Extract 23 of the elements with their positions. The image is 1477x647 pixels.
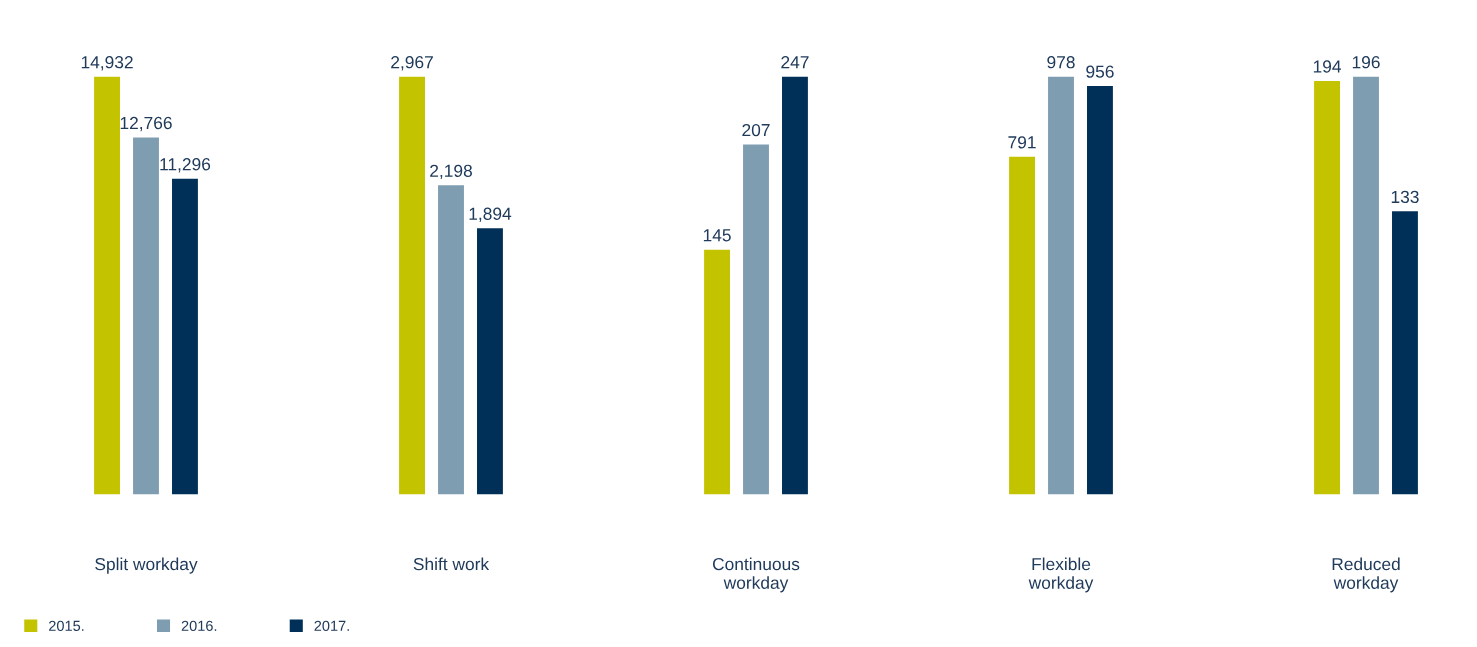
data-label: 956 (1086, 65, 1114, 78)
x-tick-label: Split workday (95, 557, 198, 574)
data-label: 12,766 (120, 116, 172, 132)
data-label: 791 (1008, 136, 1036, 149)
legend-label: 2017. (314, 620, 349, 631)
data-label: 978 (1047, 56, 1075, 69)
data-label: 194 (1313, 60, 1342, 73)
legend-label: 2015. (49, 620, 84, 631)
x-tick-label: Continuous workday (712, 557, 800, 593)
data-label: 207 (742, 123, 770, 137)
data-label: 2,198 (430, 164, 472, 180)
x-tick-label: Reduced workday (1332, 557, 1400, 593)
data-label: 11,296 (160, 158, 211, 173)
x-tick-label: Flexible workday (1028, 557, 1094, 593)
data-label: 2,967 (391, 56, 433, 71)
data-label: 247 (781, 56, 809, 69)
data-label: 196 (1352, 56, 1380, 69)
data-label: 14,932 (81, 56, 133, 71)
data-label: 1,894 (469, 207, 512, 222)
data-label: 133 (1391, 190, 1419, 204)
data-label: 145 (703, 229, 731, 242)
legend-label: 2016. (181, 620, 217, 631)
x-tick-label: Shift work (413, 557, 490, 571)
